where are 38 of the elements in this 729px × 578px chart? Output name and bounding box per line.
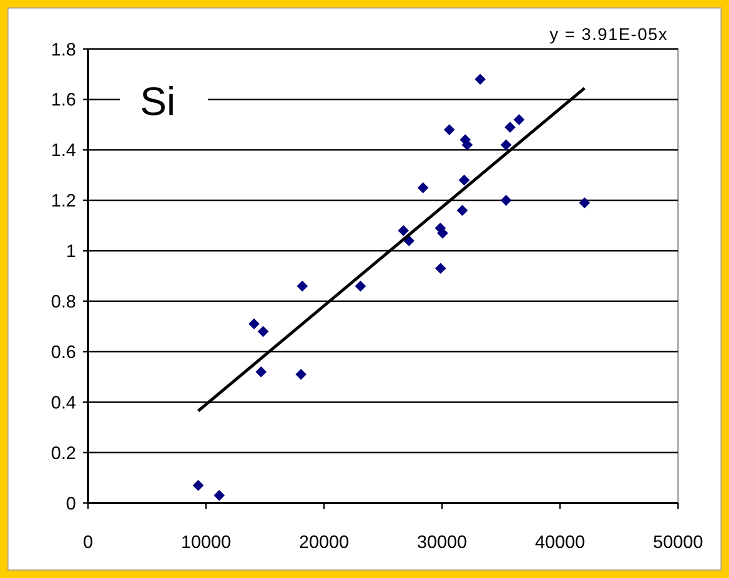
text: Si <box>140 80 176 124</box>
x-tick-label: 20000 <box>298 532 350 552</box>
point <box>500 194 512 206</box>
point <box>474 74 486 85</box>
point <box>258 326 269 337</box>
point <box>504 122 516 133</box>
point <box>435 262 446 274</box>
y-tick-label: 0.4 <box>50 392 76 412</box>
x-tick-label: 30000 <box>416 532 468 552</box>
y-tick-label: 0.8 <box>50 292 76 312</box>
point <box>214 490 225 501</box>
y-tick-label: 0.2 <box>50 442 76 463</box>
point <box>256 366 267 378</box>
point <box>192 480 204 491</box>
y-tick-label: 1.8 <box>50 39 76 60</box>
y-tick-label: 1.6 <box>50 90 76 110</box>
y-tick-label: 1 <box>66 241 76 262</box>
point <box>248 318 260 330</box>
point <box>398 225 409 236</box>
y-tick-label: 1.2 <box>50 190 76 211</box>
point <box>514 114 525 126</box>
point <box>444 124 455 136</box>
point <box>354 280 366 292</box>
point <box>295 368 306 380</box>
y-tick-label: 1.4 <box>50 140 76 160</box>
x-tick-label: 50000 <box>652 532 704 552</box>
x-tick-label: 10000 <box>180 532 232 552</box>
point <box>500 139 512 150</box>
point <box>418 182 428 194</box>
point <box>296 280 308 292</box>
x-tick-label: 0 <box>82 532 94 552</box>
y-tick-label: 0 <box>66 493 76 514</box>
point <box>458 174 470 186</box>
point <box>456 204 468 216</box>
x-tick-label: 40000 <box>534 532 586 552</box>
y-tick-label: 0.6 <box>50 342 76 362</box>
text: y = 3.91E-05x <box>550 25 668 44</box>
point <box>579 197 590 208</box>
